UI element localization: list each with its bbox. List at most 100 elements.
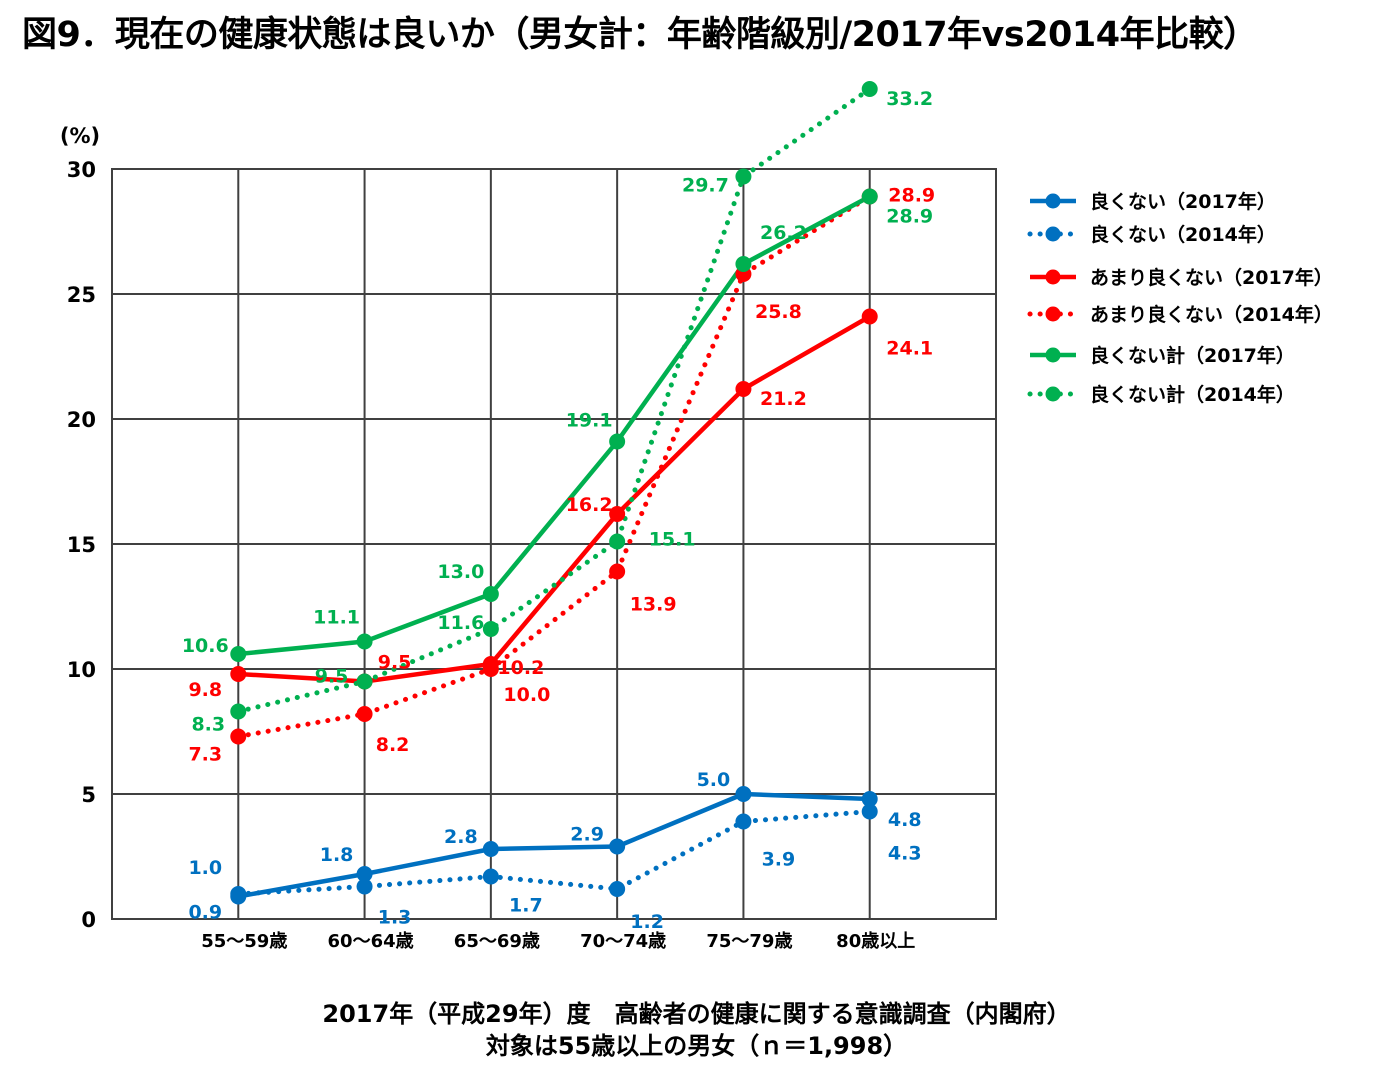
source-line-1: 2017年（平成29年）度 高齢者の健康に関する意識調査（内閣府） (322, 1000, 1071, 1028)
source-line-2: 対象は55歳以上の男女（ｎ＝1,998） (485, 1032, 908, 1060)
y-axis-unit: (%) (60, 124, 100, 148)
legend-marker (1045, 386, 1061, 402)
plot-grid (111, 168, 997, 920)
data-label: 13.0 (437, 561, 484, 583)
data-point (735, 813, 752, 830)
data-label: 11.1 (313, 607, 360, 629)
x-tick-label: 60～64歳 (328, 931, 414, 952)
series-line (235, 194, 873, 739)
data-label: 4.8 (888, 809, 922, 831)
legend: 良くない（2017年） 良くない（2014年） あまり良くない（2017年） あまり良… (1027, 190, 1333, 406)
legend-label: 良くない計（2014年） (1090, 383, 1295, 406)
data-label: 8.2 (376, 734, 410, 756)
data-point (609, 881, 626, 897)
data-point (356, 866, 373, 882)
data-labels: 0.9 1.8 2.8 2.9 5.0 4.8 1.0 1.3 1.7 1.2 3.9 4.3 9.8 9… (182, 88, 935, 933)
data-point (482, 841, 499, 857)
data-label: 1.3 (378, 907, 412, 929)
y-axis: 0 5 10 15 20 25 30 (67, 158, 96, 932)
legend-label: 良くない計（2017年） (1090, 344, 1295, 367)
data-label: 7.3 (188, 744, 222, 766)
x-tick-label: 70～74歳 (580, 931, 666, 952)
data-label: 28.9 (888, 185, 935, 207)
data-point (230, 703, 247, 720)
data-label: 24.1 (886, 338, 933, 360)
y-tick-label: 30 (67, 158, 96, 182)
data-label: 25.8 (755, 301, 802, 323)
data-point (609, 563, 626, 580)
y-tick-label: 10 (67, 658, 96, 682)
data-point (482, 661, 499, 677)
data-label: 33.2 (886, 88, 933, 110)
series-line (237, 791, 870, 899)
x-tick-label: 80歳以上 (836, 931, 915, 952)
source-note: 2017年（平成29年）度 高齢者の健康に関する意識調査（内閣府） 対象は55歳… (0, 998, 1393, 1062)
series-lines (235, 86, 873, 899)
legend-marker (1045, 347, 1061, 363)
data-label: 28.9 (886, 206, 933, 228)
data-label: 11.6 (437, 612, 484, 634)
y-tick-label: 5 (81, 783, 96, 807)
series-line (235, 809, 873, 897)
data-label: 5.0 (697, 769, 731, 791)
data-label: 10.2 (497, 657, 544, 679)
data-label: 1.7 (509, 895, 543, 917)
data-point (861, 791, 878, 807)
chart-title: 図9．現在の健康状態は良いか（男女計：年齢階級別/2017年vs2014年比較） (22, 15, 1258, 55)
legend-label: 良くない（2017年） (1090, 190, 1276, 213)
legend-label: 良くない（2014年） (1090, 223, 1276, 246)
data-label: 9.5 (315, 666, 349, 688)
data-label: 1.2 (630, 911, 664, 933)
y-tick-label: 25 (67, 283, 96, 307)
data-point (609, 506, 626, 522)
data-point (609, 533, 626, 550)
data-point (482, 868, 499, 885)
data-label: 21.2 (760, 388, 807, 410)
series-line (238, 194, 871, 657)
data-label: 16.2 (566, 494, 613, 516)
data-label: 2.9 (570, 824, 604, 846)
data-label: 1.8 (320, 844, 354, 866)
data-point (861, 803, 878, 820)
data-point (230, 666, 247, 682)
data-label: 13.9 (630, 594, 677, 616)
y-tick-label: 15 (67, 533, 96, 557)
data-point (356, 878, 373, 895)
legend-marker (1045, 193, 1061, 209)
data-point (482, 586, 499, 602)
data-point (609, 433, 626, 450)
data-label: 9.8 (188, 679, 222, 701)
data-point (609, 838, 626, 855)
data-point (735, 381, 752, 397)
x-tick-label: 75～79歳 (706, 931, 792, 952)
x-axis: 55～59歳 60～64歳 65～69歳 70～74歳 75～79歳 80歳以上 (201, 931, 915, 952)
chart: 0 5 10 15 20 25 30 (%) 55～59歳 60～64歳 65～69歳 70～74… (60, 81, 1333, 952)
data-label: 19.1 (566, 410, 613, 432)
data-label: 15.1 (649, 529, 696, 551)
data-point (735, 168, 752, 185)
data-label: 10.6 (182, 635, 229, 657)
x-tick-label: 55～59歳 (201, 931, 287, 952)
data-label: 3.9 (762, 849, 796, 871)
data-point (356, 706, 373, 722)
data-label: 9.5 (378, 652, 412, 674)
data-point (230, 646, 247, 662)
data-label: 1.0 (188, 857, 222, 879)
legend-marker (1045, 306, 1061, 322)
series-line (235, 86, 873, 714)
x-tick-label: 65～69歳 (454, 931, 540, 952)
data-point (861, 308, 878, 325)
legend-marker (1045, 226, 1061, 242)
data-label: 4.3 (888, 843, 922, 865)
legend-label: あまり良くない（2017年） (1090, 266, 1333, 289)
data-point (230, 886, 247, 902)
legend-label: あまり良くない（2014年） (1090, 303, 1333, 326)
legend-marker (1045, 269, 1061, 285)
data-label: 29.7 (682, 175, 729, 197)
series-line (238, 314, 871, 684)
data-label: 10.0 (503, 684, 550, 706)
data-label: 26.2 (760, 222, 807, 244)
y-tick-label: 20 (67, 408, 96, 432)
data-point (482, 621, 499, 637)
data-label: 8.3 (191, 714, 225, 736)
